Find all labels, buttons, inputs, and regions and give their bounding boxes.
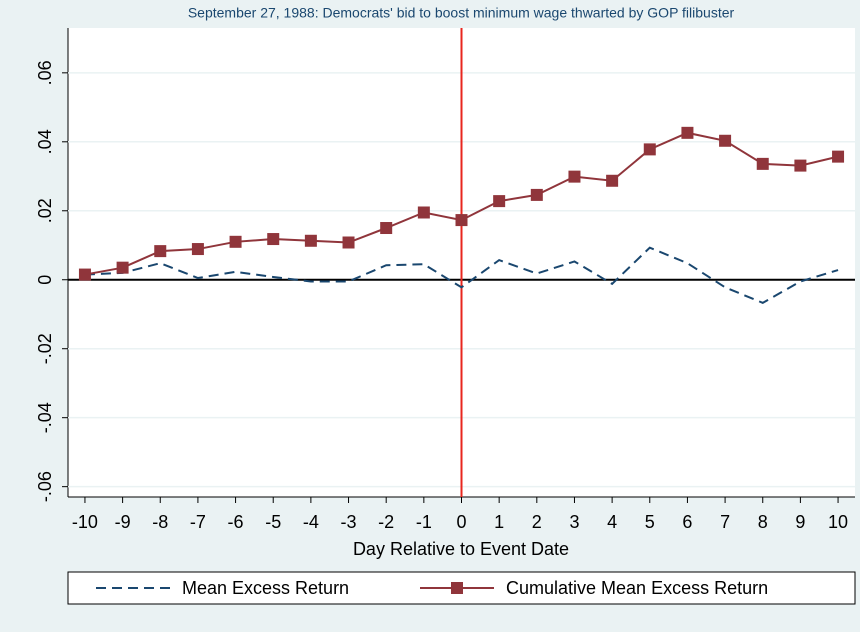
marker bbox=[229, 235, 242, 248]
marker bbox=[493, 195, 506, 208]
x-tick-label: 0 bbox=[456, 512, 466, 532]
marker bbox=[568, 170, 581, 183]
y-tick-label: .02 bbox=[35, 198, 55, 223]
x-tick-label: -6 bbox=[228, 512, 244, 532]
legend-marker bbox=[451, 582, 463, 594]
marker bbox=[455, 214, 468, 227]
marker bbox=[191, 243, 204, 256]
marker bbox=[380, 222, 393, 235]
x-tick-label: -4 bbox=[303, 512, 319, 532]
x-tick-label: 10 bbox=[828, 512, 848, 532]
y-tick-label: -.06 bbox=[35, 471, 55, 502]
x-tick-label: -1 bbox=[416, 512, 432, 532]
x-tick-label: 2 bbox=[532, 512, 542, 532]
marker bbox=[304, 234, 317, 247]
marker bbox=[643, 143, 656, 156]
marker bbox=[417, 206, 430, 219]
marker bbox=[606, 174, 619, 187]
y-tick-label: -.02 bbox=[35, 333, 55, 364]
marker bbox=[719, 134, 732, 147]
x-tick-label: 3 bbox=[569, 512, 579, 532]
series-line bbox=[84, 246, 839, 304]
marker bbox=[342, 236, 355, 249]
marker bbox=[116, 261, 129, 274]
marker bbox=[154, 245, 167, 258]
legend bbox=[67, 571, 856, 605]
x-tick-label: -7 bbox=[190, 512, 206, 532]
x-tick-label: -8 bbox=[152, 512, 168, 532]
x-tick-label: -10 bbox=[72, 512, 98, 532]
marker bbox=[794, 159, 807, 172]
marker bbox=[267, 233, 280, 246]
y-tick-label: 0 bbox=[35, 275, 55, 285]
x-tick-label: -3 bbox=[341, 512, 357, 532]
legend-label: Mean Excess Return bbox=[182, 578, 349, 598]
x-tick-label: 5 bbox=[645, 512, 655, 532]
marker bbox=[756, 157, 769, 170]
x-tick-label: 4 bbox=[607, 512, 617, 532]
x-axis-label: Day Relative to Event Date bbox=[353, 539, 569, 559]
marker bbox=[681, 126, 694, 139]
marker bbox=[78, 268, 91, 281]
y-tick-label: .04 bbox=[35, 129, 55, 154]
x-tick-label: -5 bbox=[265, 512, 281, 532]
chart-title: September 27, 1988: Democrats' bid to bo… bbox=[188, 5, 735, 21]
y-tick-label: -.04 bbox=[35, 402, 55, 433]
x-tick-label: 9 bbox=[795, 512, 805, 532]
marker bbox=[832, 150, 845, 163]
x-tick-label: -9 bbox=[115, 512, 131, 532]
x-tick-label: 1 bbox=[494, 512, 504, 532]
legend-label: Cumulative Mean Excess Return bbox=[506, 578, 768, 598]
x-tick-label: -2 bbox=[378, 512, 394, 532]
x-tick-label: 7 bbox=[720, 512, 730, 532]
marker bbox=[530, 188, 543, 201]
x-tick-label: 8 bbox=[758, 512, 768, 532]
y-tick-label: .06 bbox=[35, 60, 55, 85]
x-tick-label: 6 bbox=[682, 512, 692, 532]
